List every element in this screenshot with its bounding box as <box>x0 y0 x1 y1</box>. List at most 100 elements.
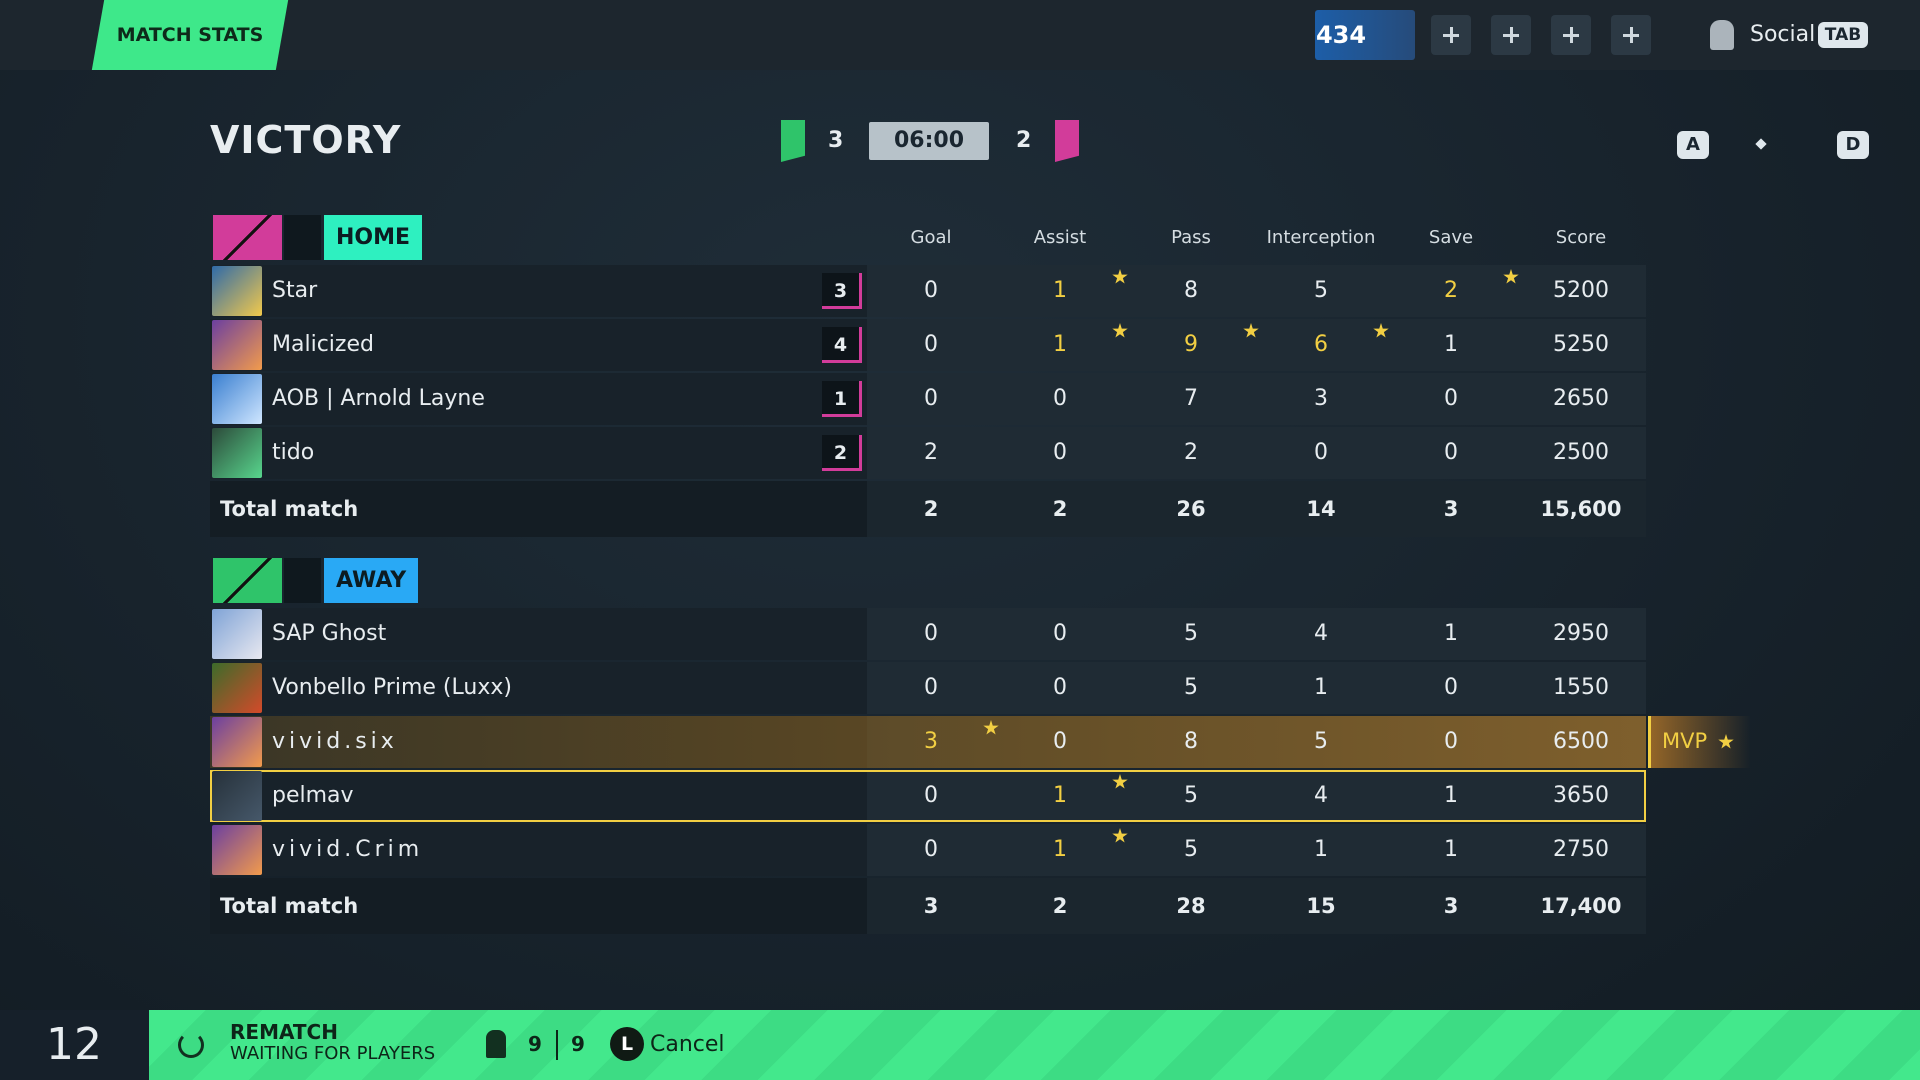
total-cell: 3 <box>923 894 939 918</box>
stat-cell: 8 <box>1184 729 1198 754</box>
add-friend[interactable] <box>1431 15 1471 55</box>
stat-cell: 2650 <box>1553 386 1609 411</box>
stat-cell: 2 <box>924 440 938 465</box>
away-flag <box>1055 120 1079 162</box>
stat-cell: 1 <box>1053 837 1067 862</box>
row-stats-bg <box>867 373 1646 425</box>
level: 434 <box>1315 21 1367 49</box>
player-name[interactable]: pelmav <box>272 783 354 808</box>
row-name-bg <box>210 373 867 425</box>
total-label: Total match <box>220 497 359 521</box>
rematch-title: REMATCH <box>230 1020 338 1044</box>
stat-cell: 2950 <box>1553 621 1609 646</box>
total-cell: 3 <box>1443 894 1459 918</box>
row-stats-bg <box>867 319 1646 371</box>
stat-cell: 1 <box>1053 332 1067 357</box>
player-name[interactable]: Star <box>272 278 318 303</box>
avatar <box>212 428 262 478</box>
stat-cell: 0 <box>924 837 938 862</box>
stat-cell: 1 <box>1053 783 1067 808</box>
add-friend[interactable] <box>1491 15 1531 55</box>
row-name-bg <box>210 770 867 822</box>
player-level: 4 <box>822 327 862 363</box>
stat-cell: 1 <box>1314 675 1328 700</box>
tab[interactable]: MATCH STATS <box>116 24 264 46</box>
stat-cell: 0 <box>1314 440 1328 465</box>
total-cell: 2 <box>923 497 939 521</box>
social[interactable]: Social <box>1750 22 1816 47</box>
total-cell: 2 <box>1052 894 1068 918</box>
stat-cell: 1 <box>1314 837 1328 862</box>
cancel-key[interactable]: L <box>610 1027 644 1061</box>
separator <box>1755 138 1767 150</box>
key-left[interactable]: A <box>1677 131 1709 159</box>
stat-cell: 3 <box>924 729 938 754</box>
total-cell: 17,400 <box>1540 894 1622 918</box>
column-header: Interception <box>1266 227 1376 248</box>
total-name-bg <box>210 878 867 934</box>
player-name[interactable]: Vonbello Prime (Luxx) <box>272 675 512 700</box>
stat-cell: 1 <box>1444 621 1458 646</box>
avatar <box>212 825 262 875</box>
total-cell: 2 <box>1052 497 1068 521</box>
player-name[interactable]: tido <box>272 440 315 465</box>
player-level: 2 <box>822 435 862 471</box>
ready-count: 9 <box>528 1032 542 1056</box>
player-name[interactable]: Malicized <box>272 332 374 357</box>
add-friend[interactable] <box>1551 15 1591 55</box>
stat-cell: 3650 <box>1553 783 1609 808</box>
stat-cell: 5 <box>1314 729 1328 754</box>
team-label: AWAY <box>324 558 419 603</box>
team-flag <box>213 215 282 260</box>
social-key: TAB <box>1818 22 1868 48</box>
column-header: Goal <box>910 227 952 248</box>
stat-cell: 2 <box>1184 440 1198 465</box>
key-right[interactable]: D <box>1837 131 1869 159</box>
level-badge <box>1315 10 1415 60</box>
team-icon <box>284 558 321 603</box>
stat-cell: 0 <box>924 278 938 303</box>
player-name[interactable]: vivid.six <box>272 729 398 754</box>
stat-cell: 5250 <box>1553 332 1609 357</box>
stat-cell: 5 <box>1184 837 1198 862</box>
avatar <box>212 663 262 713</box>
selected-outline <box>210 770 1646 822</box>
total-cell: 15 <box>1306 894 1336 918</box>
row-name-bg <box>210 427 867 479</box>
stat-cell: 1550 <box>1553 675 1609 700</box>
total-stats-bg <box>867 481 1646 537</box>
player-name[interactable]: AOB | Arnold Layne <box>272 386 485 411</box>
stat-cell: 1 <box>1053 278 1067 303</box>
add-friend[interactable] <box>1611 15 1651 55</box>
row-stats-bg <box>867 770 1646 822</box>
stat-cell: 0 <box>1053 675 1067 700</box>
stat-cell: 0 <box>924 675 938 700</box>
home-flag <box>781 120 805 162</box>
stat-cell: 1 <box>1444 332 1458 357</box>
row-name-bg <box>210 265 867 317</box>
stat-cell: 0 <box>1444 675 1458 700</box>
total-stats-bg <box>867 878 1646 934</box>
stat-cell: 4 <box>1314 783 1328 808</box>
stat-cell: 2750 <box>1553 837 1609 862</box>
stat-cell: 5 <box>1184 783 1198 808</box>
stat-cell: 0 <box>1053 440 1067 465</box>
rematch-bar <box>149 1010 1920 1080</box>
stat-cell: 7 <box>1184 386 1198 411</box>
match-time: 06:00 <box>869 122 989 160</box>
row-name-bg <box>210 319 867 371</box>
home-score: 3 <box>828 128 844 153</box>
row-name-bg <box>210 662 867 714</box>
player-level: 1 <box>822 381 862 417</box>
player-name[interactable]: vivid.Crim <box>272 837 424 862</box>
total-cell: 15,600 <box>1540 497 1622 521</box>
stat-cell: 0 <box>924 332 938 357</box>
avatar <box>212 320 262 370</box>
stat-cell: 5200 <box>1553 278 1609 303</box>
player-name[interactable]: SAP Ghost <box>272 621 387 646</box>
players-icon <box>486 1030 506 1058</box>
avatar <box>212 771 262 821</box>
cancel[interactable]: Cancel <box>650 1032 725 1057</box>
mvp-highlight <box>210 716 1646 768</box>
